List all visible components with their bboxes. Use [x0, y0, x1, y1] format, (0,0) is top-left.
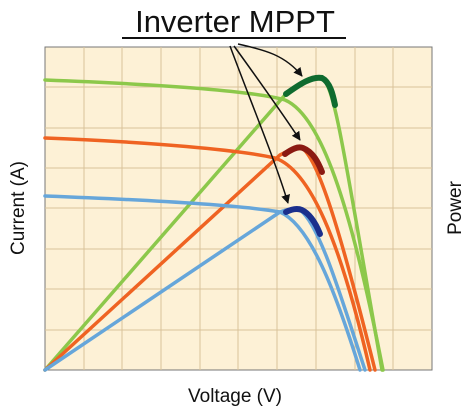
- mppt-highlights: [282, 74, 338, 237]
- current-curve: [43, 78, 385, 372]
- y-axis-label: Current (A): [8, 161, 29, 255]
- arrow: [233, 45, 301, 141]
- arrow: [237, 43, 303, 77]
- arrow: [229, 45, 290, 204]
- mppt-band: [283, 74, 338, 108]
- x-axis-label: Voltage (V): [188, 386, 282, 407]
- title: Inverter MPPT: [135, 4, 335, 39]
- mppt-band: [282, 144, 325, 175]
- y2-axis-label: Power: [445, 180, 466, 235]
- arrows: [229, 43, 303, 204]
- mppt-band: [283, 205, 323, 237]
